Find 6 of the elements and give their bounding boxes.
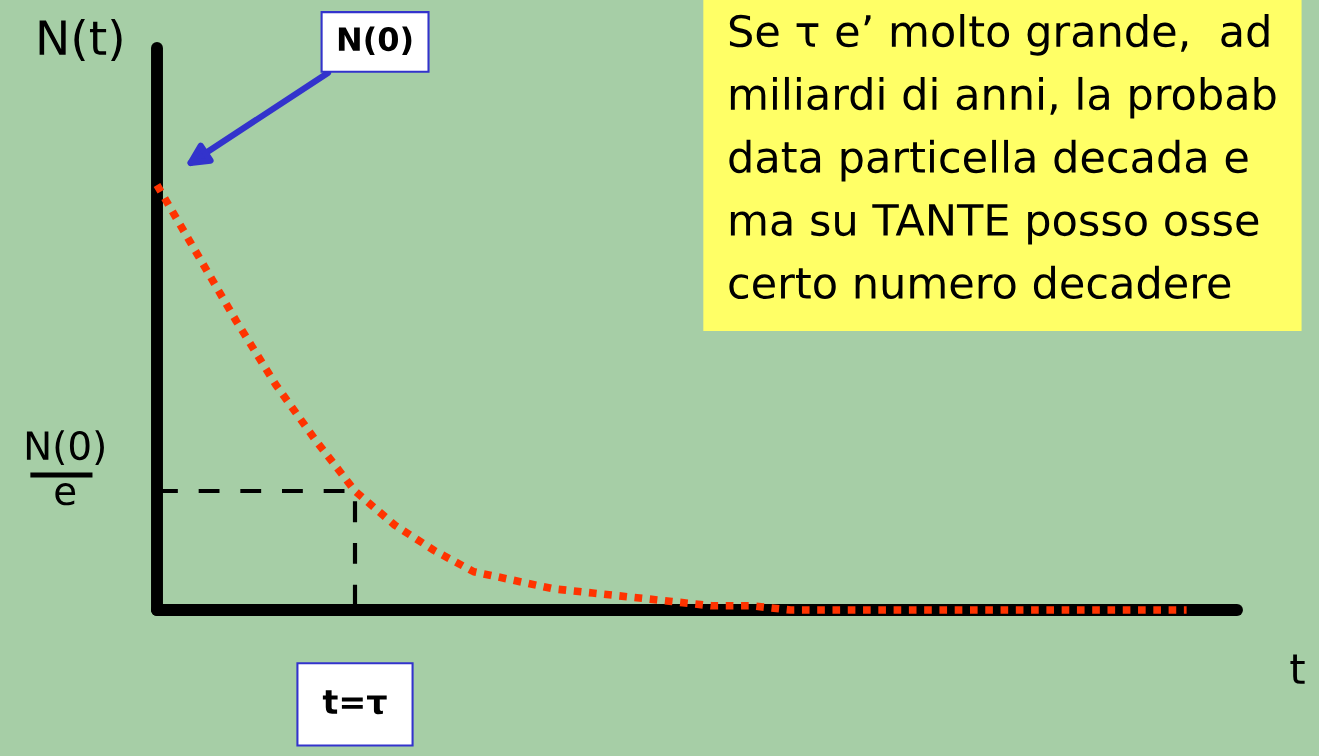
annotation: Se τ e’ molto grande, ad miliardi di anni, la probab data particella decada e ma su TANTE posso osse certo numero decadere (729, 14, 1276, 300)
ref-line-label: N(0) e (26, 430, 104, 506)
text: t=τ (322, 690, 387, 715)
x-axis-title: t (1290, 654, 1305, 684)
y-axis-title: N(t) (39, 19, 122, 62)
text: N(0) (338, 26, 412, 55)
